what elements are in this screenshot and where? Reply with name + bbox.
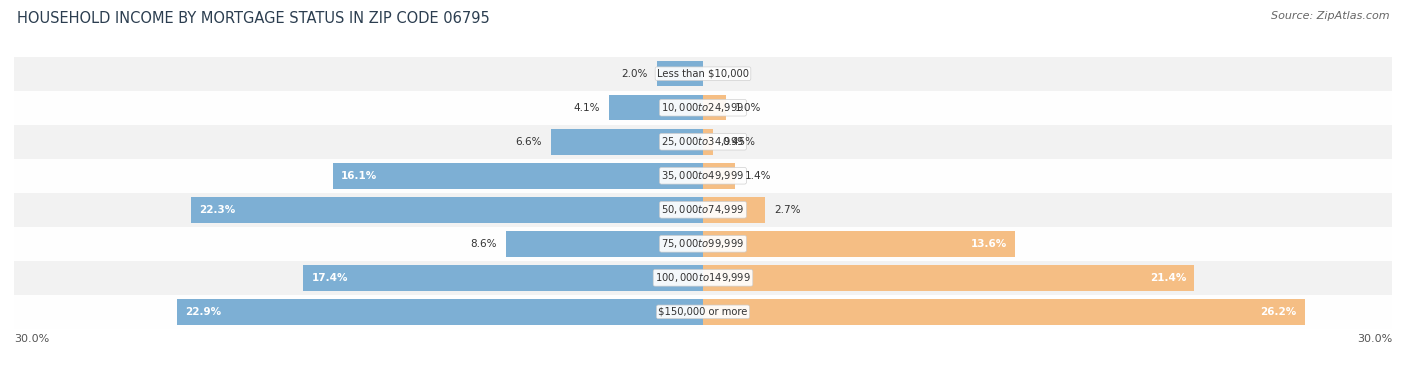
Bar <box>14 295 1392 329</box>
Text: 16.1%: 16.1% <box>342 171 378 181</box>
Bar <box>14 91 1392 125</box>
Text: Less than $10,000: Less than $10,000 <box>657 69 749 79</box>
Text: $100,000 to $149,999: $100,000 to $149,999 <box>655 271 751 284</box>
Text: $75,000 to $99,999: $75,000 to $99,999 <box>661 237 745 250</box>
Bar <box>14 227 1392 261</box>
Text: 26.2%: 26.2% <box>1260 307 1296 317</box>
Bar <box>703 231 1015 257</box>
Text: 17.4%: 17.4% <box>312 273 347 283</box>
Bar <box>14 261 1392 295</box>
Bar <box>609 95 703 121</box>
Bar <box>14 57 1392 91</box>
Text: 1.4%: 1.4% <box>744 171 770 181</box>
Bar <box>14 193 1392 227</box>
Text: 21.4%: 21.4% <box>1150 273 1187 283</box>
Legend: Without Mortgage, With Mortgage: Without Mortgage, With Mortgage <box>575 377 831 378</box>
Bar <box>703 95 725 121</box>
Bar <box>703 197 765 223</box>
Bar <box>506 231 703 257</box>
Bar <box>14 125 1392 159</box>
Text: HOUSEHOLD INCOME BY MORTGAGE STATUS IN ZIP CODE 06795: HOUSEHOLD INCOME BY MORTGAGE STATUS IN Z… <box>17 11 489 26</box>
Bar <box>657 61 703 87</box>
Bar <box>703 299 1305 325</box>
Text: 6.6%: 6.6% <box>516 137 543 147</box>
Text: 0.45%: 0.45% <box>723 137 755 147</box>
Bar <box>333 163 703 189</box>
Text: 8.6%: 8.6% <box>470 239 496 249</box>
Text: 2.0%: 2.0% <box>621 69 648 79</box>
Text: $10,000 to $24,999: $10,000 to $24,999 <box>661 101 745 114</box>
Text: 30.0%: 30.0% <box>1357 334 1392 344</box>
Text: 30.0%: 30.0% <box>14 334 49 344</box>
Bar <box>703 163 735 189</box>
Text: $35,000 to $49,999: $35,000 to $49,999 <box>661 169 745 182</box>
Text: 22.9%: 22.9% <box>186 307 221 317</box>
Bar <box>14 159 1392 193</box>
Text: $50,000 to $74,999: $50,000 to $74,999 <box>661 203 745 216</box>
Bar <box>177 299 703 325</box>
Text: $25,000 to $34,999: $25,000 to $34,999 <box>661 135 745 148</box>
Bar <box>703 265 1195 291</box>
Bar <box>703 129 713 155</box>
Bar <box>551 129 703 155</box>
Text: 1.0%: 1.0% <box>735 103 762 113</box>
Bar <box>191 197 703 223</box>
Text: $150,000 or more: $150,000 or more <box>658 307 748 317</box>
Text: 22.3%: 22.3% <box>198 205 235 215</box>
Text: 13.6%: 13.6% <box>972 239 1007 249</box>
Text: 2.7%: 2.7% <box>775 205 800 215</box>
Bar <box>304 265 703 291</box>
Text: Source: ZipAtlas.com: Source: ZipAtlas.com <box>1271 11 1389 21</box>
Text: 4.1%: 4.1% <box>574 103 599 113</box>
